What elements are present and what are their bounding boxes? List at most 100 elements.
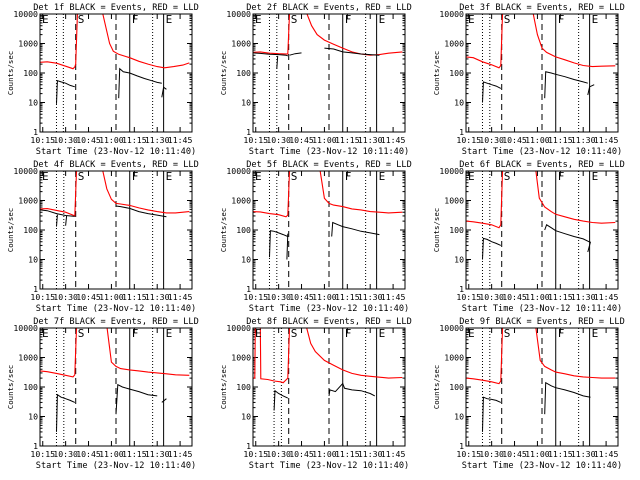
y-tick-label: 10: [454, 412, 464, 422]
x-tick-label: 10:30: [53, 292, 78, 302]
region-marker-f: F: [558, 170, 565, 183]
y-tick-label: 10: [241, 255, 251, 265]
y-tick-label: 1000: [444, 39, 464, 49]
x-tick-label: 11:45: [594, 449, 619, 459]
panel-title: Det 4f BLACK = Events, RED = LLD: [33, 160, 199, 170]
y-tick-label: 10: [28, 98, 38, 108]
y-tick-label: 10000: [439, 323, 464, 333]
x-tick-label: 11:15: [335, 292, 360, 302]
region-marker-e: E: [468, 170, 475, 183]
x-tick-label: 11:00: [99, 292, 124, 302]
x-tick-label: 11:15: [548, 449, 573, 459]
series-events-segment: [161, 86, 167, 98]
series-lld-line: [466, 328, 616, 385]
series-events-segment: [115, 205, 167, 218]
y-tick-label: 10000: [439, 9, 464, 19]
y-tick-label: 1000: [18, 196, 38, 206]
y-tick-label: 10: [454, 255, 464, 265]
region-marker-e: E: [42, 327, 49, 340]
series-events-segment: [544, 381, 591, 415]
x-tick-label: 11:00: [312, 135, 337, 145]
x-tick-label: 10:45: [502, 449, 527, 459]
region-marker-f: F: [345, 13, 352, 26]
panel-title: Det 5f BLACK = Events, RED = LLD: [246, 160, 412, 170]
region-marker-e: E: [255, 327, 262, 340]
y-tick-label: 100: [236, 382, 251, 392]
x-tick-label: 11:45: [381, 449, 406, 459]
x-tick-label: 11:00: [525, 449, 550, 459]
series-events-segment: [544, 224, 591, 243]
region-marker-e: E: [379, 13, 386, 26]
region-marker-e: E: [42, 13, 49, 26]
x-tick-label: 11:00: [312, 449, 337, 459]
y-tick-label: 100: [236, 225, 251, 235]
series-events-segment: [587, 84, 595, 96]
x-axis-label: Start Time (23-Nov-12 10:11:40): [462, 304, 622, 314]
y-tick-label: 1: [33, 284, 38, 294]
region-marker-s: S: [78, 327, 85, 340]
panel-title: Det 7f BLACK = Events, RED = LLD: [33, 317, 199, 327]
y-tick-label: 100: [23, 382, 38, 392]
y-tick-label: 1: [33, 127, 38, 137]
panel-title: Det 1f BLACK = Events, RED = LLD: [33, 3, 199, 13]
x-tick-label: 11:15: [122, 449, 147, 459]
y-tick-label: 1000: [231, 196, 251, 206]
region-marker-e: E: [379, 170, 386, 183]
y-tick-label: 1000: [444, 196, 464, 206]
y-tick-label: 1000: [231, 353, 251, 363]
y-axis-label: Counts/sec: [432, 208, 441, 253]
x-tick-label: 10:30: [479, 292, 504, 302]
series-events-segment: [482, 396, 501, 432]
x-tick-label: 11:45: [168, 135, 193, 145]
x-tick-label: 11:15: [122, 135, 147, 145]
x-axis-label: Start Time (23-Nov-12 10:11:40): [36, 147, 196, 157]
series-events-segment: [56, 393, 75, 432]
x-tick-label: 10:30: [479, 449, 504, 459]
panel-det-7f: Det 7f BLACK = Events, RED = LLD Start Ti…: [6, 317, 199, 471]
series-events-segment: [253, 52, 288, 57]
x-tick-label: 11:45: [594, 135, 619, 145]
y-axis-label: Counts/sec: [432, 365, 441, 410]
y-tick-label: 1: [459, 284, 464, 294]
panel-title: Det 2f BLACK = Events, RED = LLD: [246, 3, 412, 13]
region-marker-s: S: [504, 13, 511, 26]
x-tick-label: 10:30: [266, 449, 291, 459]
x-tick-label: 10:45: [76, 449, 101, 459]
x-axis-label: Start Time (23-Nov-12 10:11:40): [462, 461, 622, 471]
y-tick-label: 10: [28, 255, 38, 265]
region-marker-f: F: [132, 170, 139, 183]
y-tick-label: 10000: [13, 9, 38, 19]
region-marker-e: E: [379, 327, 386, 340]
x-tick-label: 10:45: [289, 449, 314, 459]
x-axis-label: Start Time (23-Nov-12 10:11:40): [462, 147, 622, 157]
x-axis-label: Start Time (23-Nov-12 10:11:40): [36, 304, 196, 314]
region-marker-s: S: [291, 13, 298, 26]
panel-det-9f: Det 9f BLACK = Events, RED = LLD Start Ti…: [432, 317, 625, 471]
y-axis-label: Counts/sec: [6, 208, 15, 253]
y-tick-label: 1: [246, 441, 251, 451]
region-marker-e: E: [255, 13, 262, 26]
y-tick-label: 1: [246, 127, 251, 137]
region-marker-e: E: [166, 13, 173, 26]
y-tick-label: 1000: [444, 353, 464, 363]
plot-frame: [252, 327, 406, 447]
series-lld-line: [40, 171, 190, 217]
x-tick-label: 11:30: [145, 135, 170, 145]
x-tick-label: 11:30: [358, 292, 383, 302]
y-axis-label: Counts/sec: [219, 51, 228, 96]
y-tick-label: 1: [459, 127, 464, 137]
series-events-segment: [118, 67, 162, 99]
series-events-segment: [286, 233, 289, 260]
x-tick-label: 10:45: [289, 292, 314, 302]
x-tick-label: 11:30: [571, 135, 596, 145]
y-tick-label: 10000: [439, 166, 464, 176]
series-lld-line: [466, 171, 616, 229]
y-tick-label: 10000: [226, 166, 251, 176]
x-tick-label: 11:30: [358, 449, 383, 459]
x-tick-label: 10:15: [456, 292, 481, 302]
series-events-segment: [40, 209, 75, 217]
plot-frame: [252, 13, 406, 133]
x-tick-label: 10:45: [502, 292, 527, 302]
x-tick-label: 10:30: [266, 292, 291, 302]
x-tick-label: 11:45: [168, 449, 193, 459]
